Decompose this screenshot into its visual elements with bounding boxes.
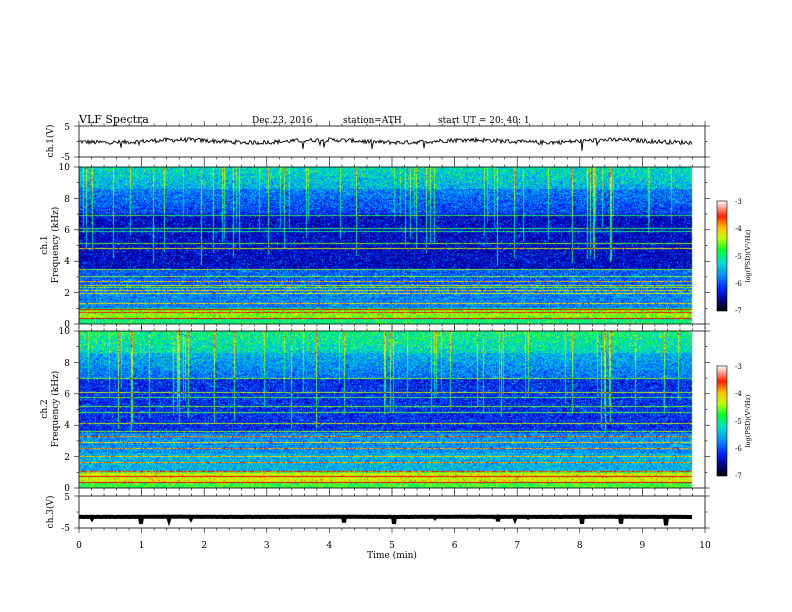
ch2-spectrogram-image: [79, 331, 705, 488]
ch2s-ytick-8: 8: [64, 359, 70, 369]
ch1v-ytick-bottom: -5: [61, 153, 70, 163]
ch2-colorbar-label: log(PSD)(V²/Hz): [744, 394, 752, 447]
time-tick-label-8: 8: [577, 541, 583, 551]
time-tick-label-4: 4: [327, 541, 333, 551]
ch1s-ytick-6: 6: [64, 226, 70, 236]
ch1-voltage-panel: 5 -5 ch.1(V): [45, 121, 710, 163]
ch1s-ytick-8: 8: [64, 195, 70, 205]
ch2-cb-tick-m3: -3: [735, 363, 742, 371]
time-tick-label-5: 5: [389, 541, 395, 551]
station-label: station=ATH: [343, 116, 402, 126]
ch2-colorbar: [716, 365, 728, 477]
ch3-voltage-panel: 5 -5 ch.3(V): [45, 491, 710, 534]
ch1-spectrogram-panel: 0 2 4 6 8 10 ch.1 Frequency (kHz) -3 -4 …: [40, 162, 752, 330]
ch2-cb-tick-m6: -6: [735, 445, 742, 453]
ch1s-ytick-0: 0: [64, 320, 70, 330]
ch2-spectrogram-canvas-holder: [79, 331, 705, 488]
ch2-cb-tick-m5: -5: [735, 418, 742, 426]
time-axis-label: Time (min): [367, 550, 417, 561]
ch3v-ylabel: ch.3(V): [45, 496, 56, 529]
ch1-colorbar-label: log(PSD)(V²/Hz): [744, 229, 752, 282]
time-tick-label-3: 3: [264, 541, 270, 551]
ch1v-ytick-top: 5: [64, 123, 70, 133]
ch2s-ylabel-frequency: Frequency (kHz): [50, 371, 61, 448]
ch1s-ylabel-frequency: Frequency (kHz): [50, 207, 61, 284]
ch1s-ytick-4: 4: [64, 257, 70, 267]
ch1-cb-tick-m5: -5: [735, 253, 742, 261]
ch1-cb-tick-m6: -6: [735, 280, 742, 288]
ch1-spectrogram-ytick-labels: 0 2 4 6 8 10: [59, 163, 71, 330]
ch3-voltage-trace: [78, 514, 693, 527]
ch3-voltage-ticks: [74, 491, 710, 533]
ch1-voltage-ticks: [74, 121, 710, 162]
ch2-cb-tick-m4: -4: [735, 390, 742, 398]
ch1-colorbar: [716, 200, 728, 312]
time-tick-label-1: 1: [139, 541, 145, 551]
time-tick-label-0: 0: [76, 541, 82, 551]
time-tick-label-7: 7: [514, 541, 520, 551]
ch1-spectrogram-image: [79, 167, 705, 324]
ch1s-ylabel-channel: ch.1: [40, 235, 50, 254]
ch2s-ytick-6: 6: [64, 390, 70, 400]
ch3v-ytick-top: 5: [64, 493, 70, 503]
ch2-spectrogram-ytick-labels: 0 2 4 6 8 10: [59, 327, 71, 494]
ch1-cb-tick-m3: -3: [735, 198, 742, 206]
ch1-cb-tick-m4: -4: [735, 225, 742, 233]
time-tick-label-10: 10: [699, 541, 711, 551]
time-tick-label-6: 6: [452, 541, 458, 551]
date-label: Dec.23, 2016: [252, 116, 313, 126]
ch1-voltage-frame: [78, 125, 706, 158]
ch2-cb-tick-m7: -7: [735, 472, 742, 480]
ch2s-ytick-4: 4: [64, 421, 70, 431]
ch1-spectrogram-canvas-holder: [79, 167, 705, 324]
time-axis-tick-labels: 0 1 2 3 4 5 6 7 8 9 10: [76, 541, 711, 551]
ch1s-ytick-10: 10: [59, 163, 71, 173]
start-time-label: start UT = 20: 40: 1: [438, 116, 530, 126]
ch1v-ylabel: ch.1(V): [45, 125, 56, 158]
ch3v-ytick-bottom: -5: [61, 524, 70, 534]
time-tick-label-2: 2: [201, 541, 207, 551]
ch2s-ylabel-channel: ch.2: [40, 399, 50, 418]
ch1-cb-tick-m7: -7: [735, 307, 742, 315]
ch2s-ytick-2: 2: [64, 453, 70, 463]
ch2s-ytick-0: 0: [64, 484, 70, 494]
time-tick-label-9: 9: [640, 541, 646, 551]
ch1-spectrogram-ticks: [74, 162, 710, 329]
ch1-voltage-trace: [78, 136, 693, 151]
ch2-spectrogram-panel: 0 2 4 6 8 10 ch.2 Frequency (kHz) -3 -4 …: [40, 326, 752, 494]
figure-title: VLF Spectra: [78, 113, 149, 126]
ch2s-ytick-10: 10: [59, 327, 71, 337]
ch1s-ytick-2: 2: [64, 289, 70, 299]
